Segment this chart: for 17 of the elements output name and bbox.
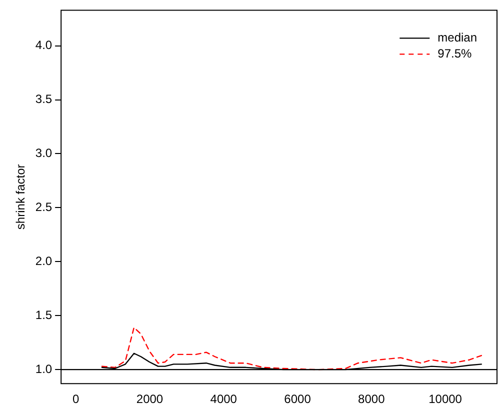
x-tick-label: 4000 <box>210 392 238 406</box>
x-tick-label: 10000 <box>428 392 462 406</box>
legend-label: 97.5% <box>438 46 472 61</box>
y-axis-title: shrink factor <box>14 164 28 230</box>
y-tick-label: 1.5 <box>35 308 52 322</box>
y-tick-label: 4.0 <box>35 38 52 52</box>
legend-label: median <box>438 30 477 45</box>
x-tick-label: 0 <box>72 392 80 406</box>
x-tick-label: 8000 <box>358 392 386 406</box>
y-tick-label: 3.0 <box>35 146 52 160</box>
y-tick-label: 2.0 <box>35 254 52 268</box>
y-tick-label: 2.5 <box>35 200 52 214</box>
x-tick-label: 2000 <box>136 392 164 406</box>
y-tick-label: 1.0 <box>35 362 52 376</box>
y-tick-label: 3.5 <box>35 92 52 106</box>
x-tick-label: 6000 <box>284 392 312 406</box>
line-series <box>101 326 482 370</box>
